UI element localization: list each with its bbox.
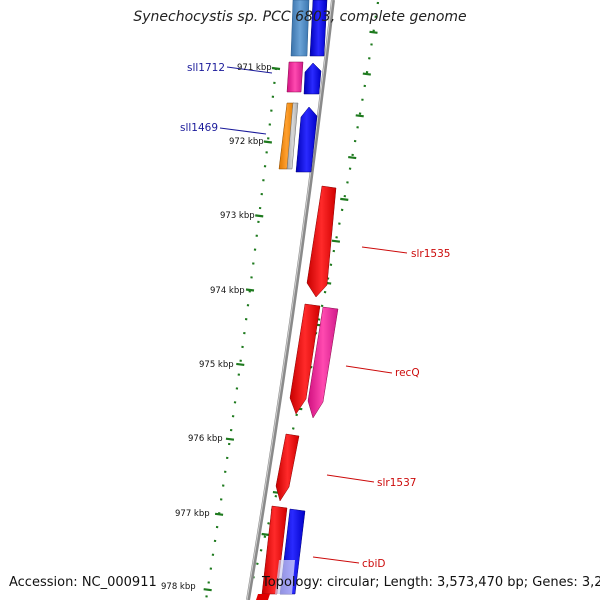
tick-dash [261,532,270,537]
kbp-label-974: 974 kbp [210,286,245,296]
topology-info: Topology: circular; Length: 3,573,470 bp… [262,575,600,590]
kbp-label-978: 978 kbp [161,582,196,592]
gene-label-cbiD[interactable]: cbiD [362,558,385,570]
kbp-label-975: 975 kbp [199,360,234,370]
gene-slr1537 [275,433,300,502]
gene-label-sll1712[interactable]: sll1712 [187,62,225,74]
tick-dash [255,214,264,218]
leader-slr1535 [361,246,408,254]
kbp-label-972: 972 kbp [229,137,264,147]
tick-dash [348,156,357,160]
gene-steelblue-top [290,0,310,57]
genome-title: Synechocystis sp. PCC 6803, complete gen… [133,9,467,25]
leader-sll1469 [219,127,267,135]
inner-tick-track [204,67,278,600]
leader-recQ [345,365,393,374]
genome-backbone-highlight [246,0,333,600]
outer-tick-track [245,1,380,600]
gene-label-recQ[interactable]: recQ [395,367,420,379]
kbp-label-971: 971 kbp [237,63,272,73]
tick-dash [355,114,364,118]
tick-dash [331,239,341,243]
tick-dash [271,66,281,71]
gene-recQ [307,306,339,419]
tick-dash [369,30,378,34]
gene-blue-2 [303,62,322,95]
gene-red-tail [256,594,270,600]
leader-sll1712 [226,66,273,74]
tick-dash [236,362,245,367]
gene-red-2 [289,303,321,415]
tick-dash [225,437,235,441]
tick-dash [214,512,224,516]
genome-backbone [246,0,335,600]
gene-label-slr1535[interactable]: slr1535 [411,248,450,260]
gene-slr1535 [306,185,337,298]
tick-dash [245,288,255,292]
gene-blue-3 [295,106,318,173]
kbp-label-976: 976 kbp [188,434,223,444]
kbp-label-973: 973 kbp [220,211,255,221]
gene-label-sll1469[interactable]: sll1469 [180,122,218,134]
tick-dash [340,197,349,201]
gene-blue-top [309,0,328,57]
tick-dash [263,140,273,144]
tick-dash [362,72,371,76]
tick-dash [203,588,212,592]
gene-sll1712-magenta [286,61,304,93]
accession-info: Accession: NC_000911 [9,575,157,590]
gene-label-slr1537[interactable]: slr1537 [377,477,416,489]
gene-cbiD-pale [275,560,295,594]
inner-tick-marks [203,66,281,592]
leader-slr1537 [326,474,375,483]
kbp-label-977: 977 kbp [175,509,210,519]
gene-sll1469-gray [286,102,299,170]
leader-cbiD [312,556,360,564]
